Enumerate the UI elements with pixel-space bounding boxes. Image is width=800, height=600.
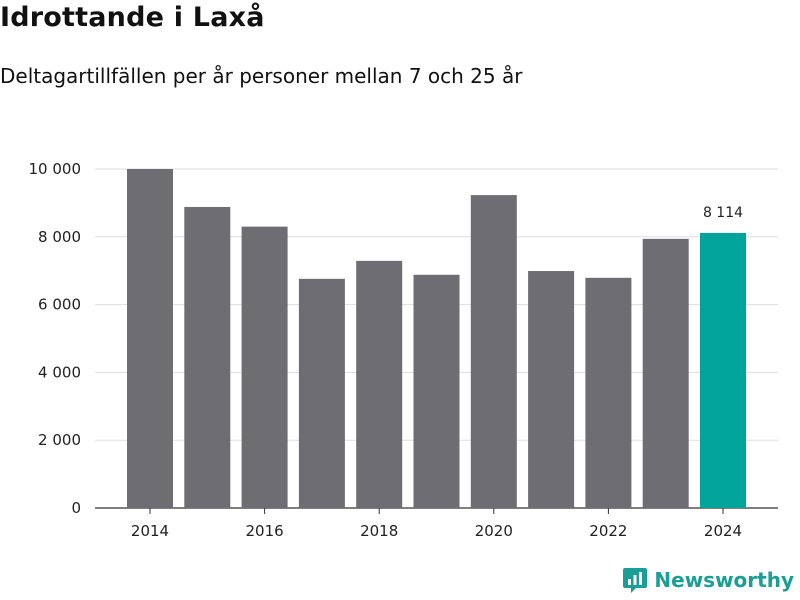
- bar-2021: [528, 271, 575, 508]
- x-tick-label: 2022: [589, 522, 627, 540]
- chart-title: Idrottande i Laxå: [0, 2, 265, 33]
- bar-2022: [585, 277, 632, 508]
- newsworthy-brand: Newsworthy: [622, 566, 794, 594]
- bar-2014: [127, 169, 173, 508]
- bar-2023: [642, 238, 689, 509]
- x-tick-label: 2018: [360, 522, 398, 540]
- y-tick-label: 6 000: [38, 296, 81, 314]
- bar-2017: [298, 278, 345, 508]
- y-tick-label: 0: [71, 499, 81, 517]
- tick-labels: 0 2 000 4 000 6 000 8 000 10 000 2014 2016 2018 2…: [29, 160, 744, 540]
- bar-2019: [413, 274, 460, 508]
- x-tick-label: 2016: [246, 522, 284, 540]
- x-tick-label: 2020: [475, 522, 513, 540]
- bars: [127, 169, 746, 509]
- bar-2016: [241, 226, 288, 508]
- bar-2018: [356, 260, 403, 508]
- x-tick-label: 2014: [131, 522, 169, 540]
- bar-2015: [184, 206, 231, 508]
- y-tick-label: 4 000: [38, 363, 81, 381]
- bar-2020: [470, 195, 517, 508]
- y-tick-label: 2 000: [38, 431, 81, 449]
- chart-subtitle: Deltagartillfällen per år personer mella…: [0, 64, 523, 88]
- newsworthy-logo-icon: [623, 568, 648, 593]
- y-tick-label: 10 000: [29, 160, 82, 178]
- data-label: 8 114: [703, 205, 743, 221]
- brand-name: Newsworthy: [654, 568, 794, 592]
- y-tick-label: 8 000: [38, 228, 81, 246]
- bar-2024: [700, 232, 746, 508]
- x-tick-label: 2024: [704, 522, 742, 540]
